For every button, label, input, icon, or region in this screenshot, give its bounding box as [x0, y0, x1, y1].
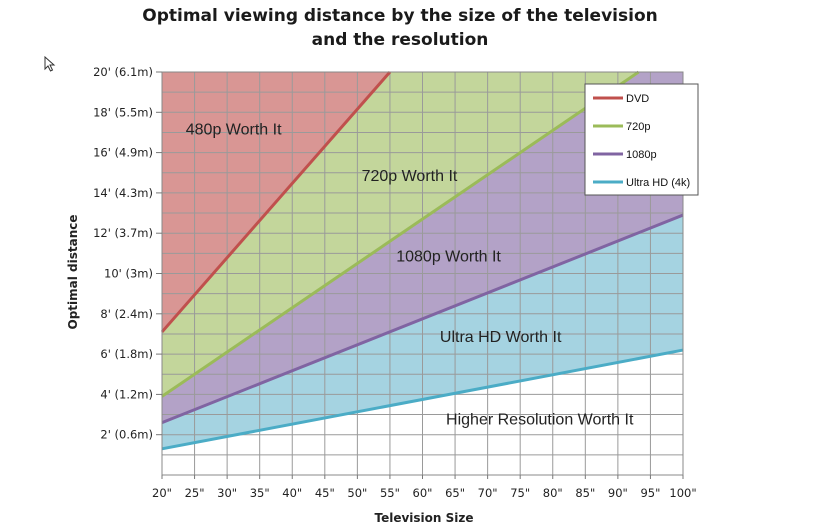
y-tick-label: 18' (5.5m): [93, 105, 153, 119]
region-label: 1080p Worth It: [396, 248, 501, 265]
mouse-pointer-icon: [44, 56, 56, 72]
legend-entry: 1080p: [626, 149, 657, 161]
axes: 2' (0.6m) 4' (1.2m) 6' (1.8m) 8' (2.4m) 10' …: [93, 65, 697, 500]
y-tick-label: 10' (3m): [104, 267, 153, 281]
legend-box: [584, 83, 699, 196]
x-tick-label: 40": [282, 486, 302, 500]
x-axis-title: Television Size: [374, 511, 473, 525]
legend-entry: DVD: [626, 93, 649, 105]
x-tick-label: 65": [445, 486, 465, 500]
x-tick-label: 70": [478, 486, 498, 500]
region-label: 720p Worth It: [362, 168, 458, 185]
y-tick-label: 20' (6.1m): [93, 65, 153, 79]
legend-entry: 720p: [626, 121, 650, 133]
y-tick-label: 12' (3.7m): [93, 226, 153, 240]
x-tick-label: 35": [250, 486, 270, 500]
series-lines: [160, 70, 684, 451]
y-tick-label: 6' (1.8m): [100, 347, 153, 361]
region-label: Ultra HD Worth It: [440, 329, 562, 346]
x-tick-label: 95": [640, 486, 660, 500]
y-tick-label: 4' (1.2m): [100, 387, 153, 401]
y-tick-label: 14' (4.3m): [93, 186, 153, 200]
x-tick-label: 20": [152, 486, 172, 500]
chart-title-line-2: and the resolution: [312, 30, 489, 50]
x-tick-label: 30": [217, 486, 237, 500]
y-tick-label: 16' (4.9m): [93, 146, 153, 160]
region-labels: 480p Worth It 720p Worth It 1080p Worth It…: [186, 121, 634, 428]
series-line: [161, 213, 684, 425]
x-tick-label: 55": [380, 486, 400, 500]
region-label: 480p Worth It: [186, 121, 282, 138]
x-tick-label: 80": [543, 486, 563, 500]
y-tick-label: 8' (2.4m): [100, 307, 153, 321]
series-line: [161, 70, 640, 398]
y-axis-title: Optimal distance: [66, 214, 80, 329]
x-tick-label: 25": [185, 486, 205, 500]
x-tick-label: 85": [575, 486, 595, 500]
legend-entry: Ultra HD (4k): [626, 177, 690, 189]
region-label: Higher Resolution Worth It: [446, 412, 634, 429]
x-tick-label: 90": [608, 486, 628, 500]
x-tick-label: 45": [315, 486, 335, 500]
x-tick-label: 60": [413, 486, 433, 500]
x-tick-label: 50": [347, 486, 367, 500]
series-line: [161, 348, 684, 451]
x-tick-label: 75": [510, 486, 530, 500]
legend: DVD 720p 1080p Ultra HD (4k): [584, 83, 699, 196]
chart-title-line-1: Optimal viewing distance by the size of …: [142, 6, 657, 26]
x-tick-label: 100": [669, 486, 696, 500]
y-tick-label: 2' (0.6m): [100, 428, 153, 442]
series-line: [160, 71, 392, 333]
